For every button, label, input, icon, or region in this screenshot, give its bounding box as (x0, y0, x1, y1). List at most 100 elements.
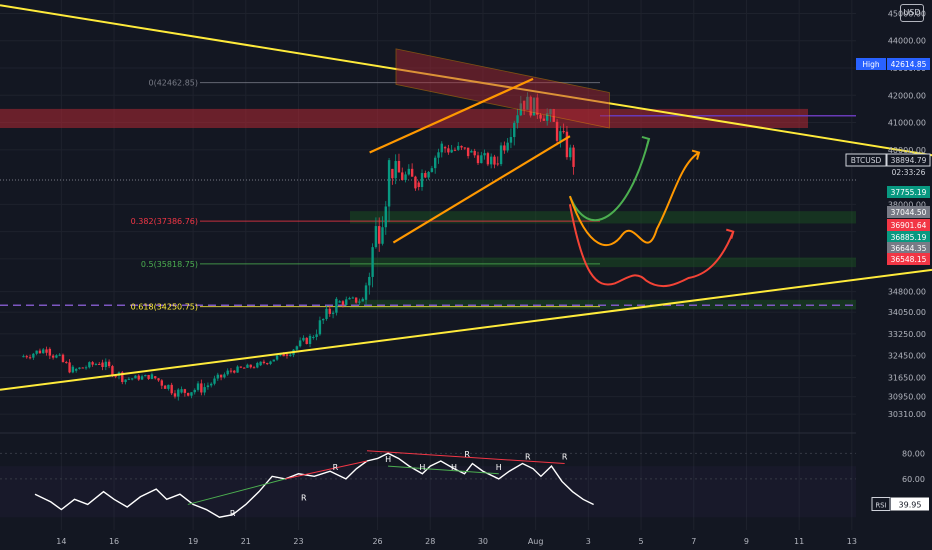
candle-body (48, 348, 52, 356)
time-tick-label: 14 (56, 537, 66, 546)
candle-body (536, 97, 539, 115)
candle-body (519, 103, 523, 116)
candle-body (364, 285, 368, 300)
rsi-tick-label: 80.00 (902, 449, 925, 458)
candle-body (312, 336, 315, 338)
badge-value-text: 36901.64 (891, 221, 927, 230)
currency-badge[interactable]: USD (900, 4, 924, 22)
candle-body (38, 350, 42, 354)
badge-value-text: 36885.19 (891, 233, 927, 242)
candle-body (305, 337, 308, 344)
candle-body (542, 118, 546, 121)
candle-body (427, 171, 430, 178)
candle-body (555, 121, 559, 141)
candle-body (351, 297, 355, 299)
candle-body (58, 354, 61, 356)
candle-body (289, 354, 292, 356)
candle-body (114, 375, 117, 377)
candle-body (295, 346, 299, 350)
fibonacci-levels: 0(42462.85) 0.382(37386.76) 0.5(35818.75) 0… (131, 79, 600, 312)
candle-body (463, 147, 467, 149)
candle-body (526, 96, 529, 110)
candle-body (186, 392, 190, 396)
candle-body (51, 355, 55, 358)
candle-body (381, 227, 384, 244)
candle-body (226, 370, 229, 375)
time-tick-label: 11 (794, 537, 804, 546)
time-axis[interactable]: 14 16 19 21 23 26 28 30 Aug 3 5 7 9 11 13 (56, 537, 857, 546)
candle-body (107, 361, 111, 367)
candle-body (28, 357, 32, 359)
channel-zone (395, 48, 610, 129)
descending-trendline (0, 4, 932, 157)
candle-body (229, 370, 233, 372)
candle-body (341, 301, 345, 305)
candle-body (259, 361, 262, 366)
price-tick-label: 40000.00 (888, 146, 926, 155)
divergence-label: H (496, 463, 502, 472)
candle-body (22, 356, 25, 358)
candle-body (84, 367, 88, 369)
candle-body (569, 147, 572, 158)
candle-body (74, 368, 78, 371)
candle-body (177, 389, 180, 397)
badge-value (887, 231, 930, 243)
projection-arrowhead (726, 228, 735, 239)
zone-rect (350, 211, 856, 224)
price-tick-label: 34050.00 (888, 308, 926, 317)
candle-body (45, 349, 48, 353)
divergence-label: R (562, 453, 568, 462)
projection-path (568, 204, 735, 288)
candle-body (121, 372, 124, 383)
candle-body (242, 367, 246, 369)
divergence-label: H (385, 455, 391, 464)
candle-body (414, 176, 417, 189)
candle-body (282, 353, 285, 357)
candle-body (460, 145, 463, 148)
candle-body (407, 168, 411, 175)
candle-body (246, 364, 249, 368)
candle-body (325, 308, 328, 319)
price-badges: High 42614.85 BTCUSD 38894.79 02:33:26 37755.… (845, 58, 931, 265)
projection-path (568, 138, 650, 222)
badge-value (886, 153, 931, 167)
candle-body (213, 378, 216, 384)
time-tick-label: 23 (293, 537, 303, 546)
candle-body (308, 335, 312, 344)
candle-body (68, 362, 71, 373)
bullish-divergence-line (187, 478, 286, 505)
fib-label: 0.5(35818.75) (141, 260, 198, 269)
badge-name-text: BTCUSD (851, 156, 882, 165)
candle-body (572, 147, 575, 167)
candle-body (516, 115, 519, 123)
candle-body (496, 163, 499, 165)
candle-body (127, 378, 131, 380)
divergence-label: R (333, 463, 339, 472)
candle-body (200, 383, 203, 393)
divergence-label: R (301, 493, 307, 502)
candle-body (503, 145, 506, 151)
time-tick-label: 16 (109, 537, 119, 546)
support-resistance-zones (0, 108, 856, 310)
candle-body (206, 385, 210, 388)
candle-body (32, 353, 35, 358)
candle-body (430, 168, 434, 172)
candle-body (440, 143, 443, 153)
candle-body (424, 173, 427, 178)
price-tick-label: 45000.00 (888, 9, 926, 18)
projection-arrowhead (691, 149, 701, 160)
candle-body (513, 122, 516, 138)
candle-body (559, 131, 562, 141)
badge-name (845, 153, 887, 167)
candle-body (35, 350, 38, 354)
candle-body (545, 113, 549, 121)
candle-body (160, 380, 164, 386)
candle-body (147, 374, 150, 379)
badge-value (887, 253, 930, 265)
divergence-label: R (525, 453, 531, 462)
candle-body (190, 392, 193, 396)
candle-body (374, 226, 378, 248)
candle-body (167, 384, 170, 389)
projection-arrowhead (641, 135, 651, 147)
